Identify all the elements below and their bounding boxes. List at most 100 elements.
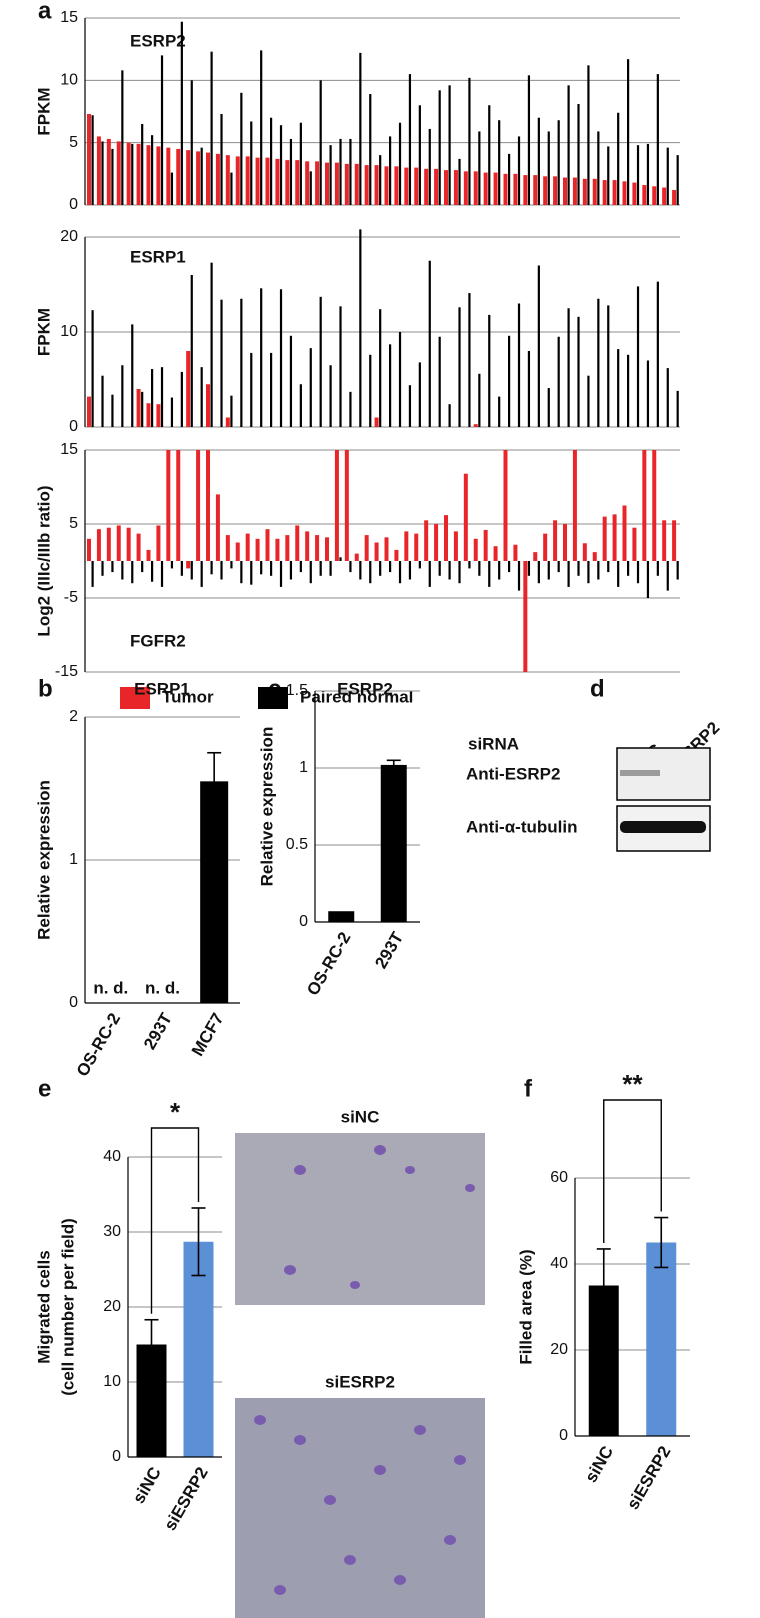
bar xyxy=(389,136,392,205)
bar xyxy=(547,561,550,580)
bar xyxy=(180,21,183,205)
x-tick-label: 293T xyxy=(371,928,407,972)
bar xyxy=(190,561,193,580)
bar xyxy=(498,396,501,427)
bar xyxy=(662,187,667,205)
bar xyxy=(299,384,302,427)
bar xyxy=(463,171,468,205)
bar xyxy=(498,120,501,205)
bar xyxy=(612,514,617,561)
bar xyxy=(567,308,570,427)
bar xyxy=(106,138,111,205)
blot-row-label: Anti-α-tubulin xyxy=(466,817,577,836)
micrograph xyxy=(235,1133,485,1305)
chart-title: ESRP1 xyxy=(130,247,186,266)
bar xyxy=(319,80,322,205)
bar xyxy=(468,561,471,569)
x-tick-label: MCF7 xyxy=(188,1010,228,1060)
bar xyxy=(582,178,587,205)
bar xyxy=(260,50,263,206)
bar xyxy=(270,117,273,205)
bar xyxy=(379,155,382,205)
bar xyxy=(557,120,560,205)
bar xyxy=(394,166,399,205)
error-bar xyxy=(207,751,222,811)
bar xyxy=(349,561,352,573)
bar xyxy=(652,186,657,205)
bar xyxy=(131,324,134,427)
bar xyxy=(398,122,402,205)
bar xyxy=(87,396,91,427)
bar xyxy=(483,172,488,205)
bar xyxy=(418,362,421,427)
bar xyxy=(106,527,111,561)
bar xyxy=(537,265,540,427)
bar xyxy=(636,561,640,584)
bar xyxy=(240,92,243,205)
bar xyxy=(527,561,531,576)
bar xyxy=(666,147,669,205)
bar xyxy=(408,385,412,427)
legend-swatch xyxy=(258,687,288,709)
bar xyxy=(424,168,429,205)
bar xyxy=(160,367,164,427)
bar xyxy=(225,417,230,427)
bar xyxy=(245,533,250,561)
bar xyxy=(428,260,431,427)
bar xyxy=(285,160,290,205)
bar xyxy=(493,172,498,205)
bar xyxy=(617,561,620,587)
bar xyxy=(245,156,250,205)
bar xyxy=(612,180,617,205)
bar xyxy=(577,104,580,205)
bar xyxy=(369,94,372,205)
y-tick-label: 5 xyxy=(69,515,78,532)
bar xyxy=(160,561,164,587)
bar xyxy=(151,135,154,205)
bar xyxy=(404,167,409,205)
bar xyxy=(493,546,498,561)
significance-label: * xyxy=(170,1097,181,1127)
bar xyxy=(483,529,488,561)
bar xyxy=(488,314,491,427)
bar xyxy=(582,543,587,561)
bar xyxy=(111,148,114,205)
bar xyxy=(230,172,233,205)
bar xyxy=(448,85,451,205)
bar xyxy=(220,561,223,580)
bar xyxy=(543,533,548,561)
bar xyxy=(315,535,320,561)
bar xyxy=(607,561,610,573)
y-tick-label: 15 xyxy=(60,9,78,26)
panel-label: a xyxy=(38,0,52,24)
bar xyxy=(523,175,528,205)
value-label: n. d. xyxy=(93,978,128,997)
bar xyxy=(508,335,511,427)
bar xyxy=(131,143,134,205)
bar xyxy=(141,561,144,573)
y-tick-label: 0 xyxy=(69,994,78,1011)
bar xyxy=(250,121,253,205)
bar xyxy=(448,561,451,580)
x-tick-label: siESRP2 xyxy=(160,1464,211,1534)
bar xyxy=(305,161,310,205)
y-tick-label: 0 xyxy=(69,196,78,213)
bar xyxy=(289,138,293,205)
bar xyxy=(503,173,508,205)
bar xyxy=(636,286,640,427)
bar xyxy=(374,542,379,561)
bar xyxy=(91,115,94,205)
y-axis-label: FPKM xyxy=(34,308,53,356)
bar xyxy=(428,128,431,205)
bar xyxy=(206,152,210,205)
bar xyxy=(473,424,478,427)
bar xyxy=(498,561,501,580)
bar xyxy=(478,131,481,205)
panel-label: b xyxy=(38,675,53,702)
bar xyxy=(602,180,607,205)
y-tick-label: 40 xyxy=(550,1255,568,1272)
bar xyxy=(468,77,471,205)
bar xyxy=(359,229,362,427)
bar xyxy=(572,450,577,561)
y-tick-label: 20 xyxy=(550,1341,568,1358)
